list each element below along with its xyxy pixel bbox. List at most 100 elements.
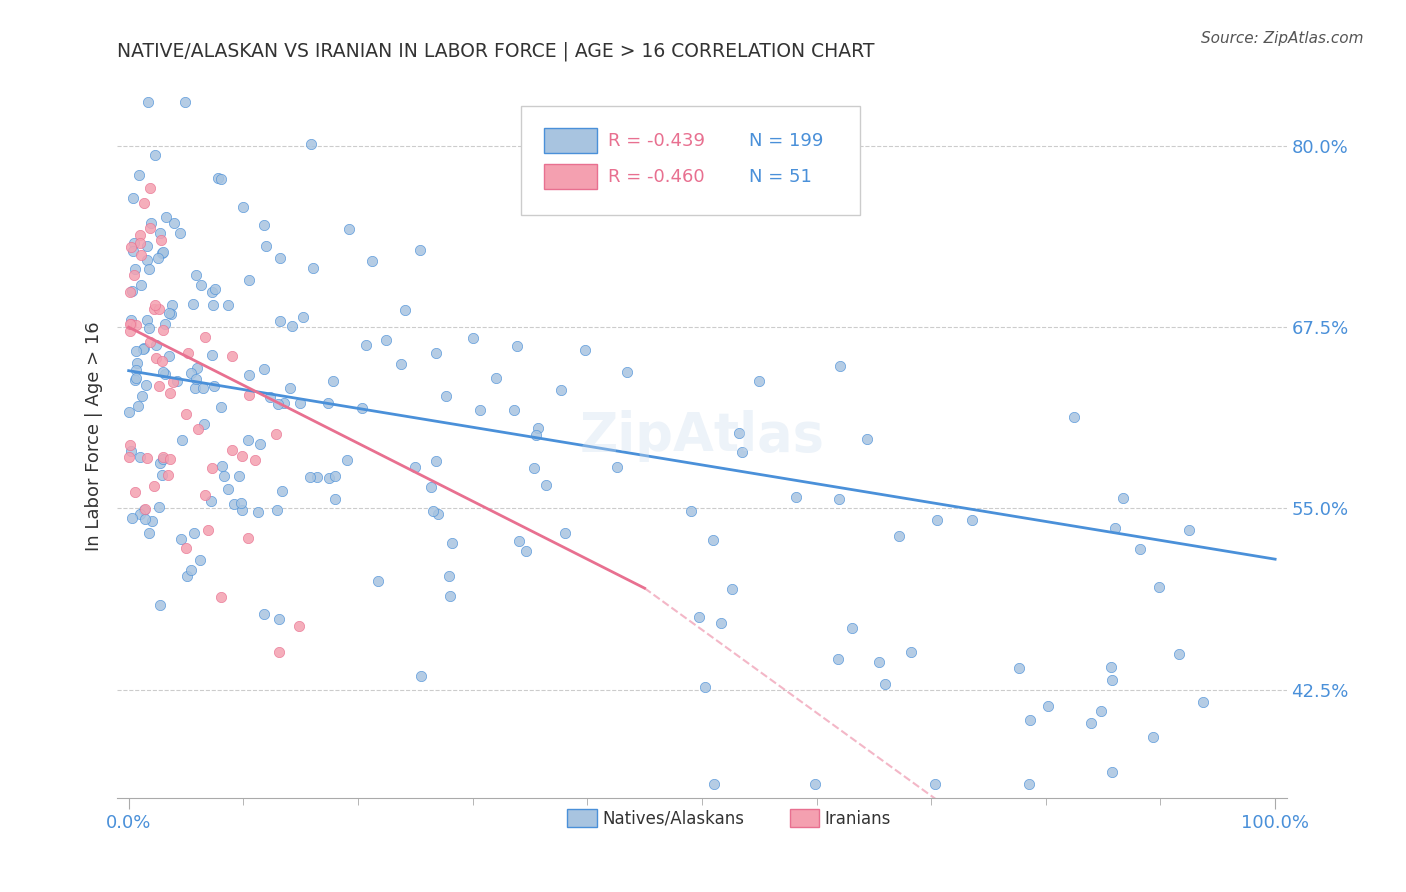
Point — [960, 513, 983, 527]
Point — [134, 502, 156, 516]
Point — [238, 273, 260, 287]
Point — [411, 669, 433, 683]
Point — [153, 317, 176, 331]
Point — [924, 777, 946, 791]
Point — [118, 450, 141, 465]
Point — [1147, 580, 1170, 594]
Point — [374, 333, 396, 347]
Point — [159, 307, 181, 321]
Point — [1101, 673, 1123, 687]
FancyBboxPatch shape — [544, 164, 596, 189]
FancyBboxPatch shape — [520, 106, 859, 215]
Point — [434, 389, 457, 403]
Point — [163, 216, 186, 230]
Point — [128, 235, 150, 250]
Point — [616, 365, 638, 379]
Point — [120, 324, 142, 338]
Point — [157, 467, 180, 482]
Point — [468, 403, 491, 417]
Point — [420, 480, 443, 494]
Point — [425, 454, 447, 468]
Point — [238, 388, 260, 402]
Point — [181, 297, 204, 311]
Point — [211, 172, 233, 186]
Point — [710, 615, 733, 630]
Point — [238, 531, 260, 545]
Point — [439, 589, 461, 603]
Point — [139, 216, 162, 230]
Point — [204, 282, 226, 296]
Point — [129, 228, 152, 243]
Text: N = 199: N = 199 — [748, 132, 823, 150]
Point — [159, 386, 181, 401]
Point — [125, 363, 148, 377]
Point — [183, 525, 205, 540]
Point — [352, 401, 374, 415]
Point — [249, 436, 271, 450]
Point — [152, 452, 174, 467]
Point — [211, 590, 233, 604]
Point — [138, 321, 160, 335]
Point — [176, 568, 198, 582]
Point — [254, 239, 277, 253]
Point — [120, 285, 142, 299]
Point — [121, 511, 143, 525]
Point — [143, 147, 166, 161]
Point — [186, 268, 208, 283]
Point — [138, 221, 160, 235]
Point — [266, 502, 288, 516]
Point — [506, 339, 529, 353]
FancyBboxPatch shape — [544, 128, 596, 153]
Point — [120, 313, 142, 327]
Point — [162, 375, 184, 389]
Point — [160, 298, 183, 312]
Point — [197, 524, 219, 538]
Point — [267, 397, 290, 411]
Point — [174, 407, 197, 421]
Point — [217, 298, 239, 312]
Point — [145, 338, 167, 352]
Point — [143, 298, 166, 312]
Point — [394, 302, 416, 317]
Point — [169, 226, 191, 240]
Point — [288, 619, 311, 633]
Text: R = -0.439: R = -0.439 — [609, 132, 706, 150]
Point — [193, 417, 215, 432]
Point — [173, 95, 195, 110]
Point — [153, 367, 176, 381]
Point — [194, 330, 217, 344]
Point — [322, 374, 344, 388]
Point — [138, 261, 160, 276]
Point — [524, 428, 547, 442]
Point — [148, 500, 170, 514]
Point — [136, 313, 159, 327]
Point — [408, 243, 430, 257]
Point — [316, 396, 339, 410]
Point — [135, 377, 157, 392]
Point — [136, 451, 159, 466]
Point — [132, 195, 155, 210]
FancyBboxPatch shape — [568, 809, 596, 828]
Point — [191, 381, 214, 395]
Point — [246, 506, 269, 520]
Point — [804, 777, 827, 791]
FancyBboxPatch shape — [790, 809, 818, 828]
Point — [437, 569, 460, 583]
Point — [463, 331, 485, 345]
Point — [127, 399, 149, 413]
Point — [281, 318, 304, 333]
Point — [1036, 698, 1059, 713]
Y-axis label: In Labor Force | Age > 16: In Labor Force | Age > 16 — [86, 321, 103, 550]
Text: R = -0.460: R = -0.460 — [609, 168, 704, 186]
Point — [1112, 491, 1135, 505]
Point — [209, 401, 232, 415]
Point — [136, 253, 159, 268]
Point — [1008, 661, 1031, 675]
Point — [253, 362, 276, 376]
Point — [134, 341, 156, 355]
Point — [120, 317, 142, 331]
Point — [1080, 716, 1102, 731]
Point — [703, 777, 725, 791]
Point — [887, 529, 910, 543]
Point — [503, 403, 526, 417]
